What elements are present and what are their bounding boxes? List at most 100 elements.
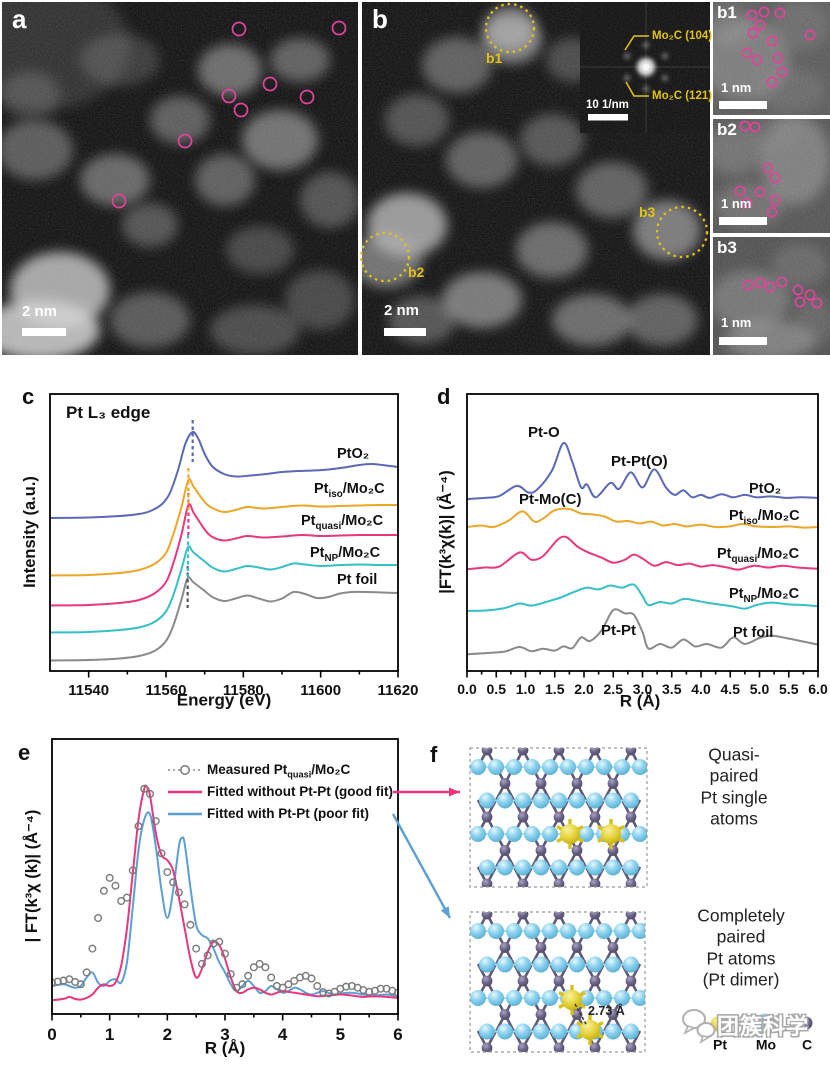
x-tick-label: 6 bbox=[393, 1025, 402, 1044]
pt-atom-marker bbox=[766, 76, 778, 88]
mo-atom bbox=[488, 893, 504, 909]
mo-atom bbox=[506, 923, 522, 939]
mo-atom bbox=[632, 923, 645, 939]
mo-atom bbox=[587, 792, 603, 809]
c-atom bbox=[553, 811, 565, 823]
mo-atom bbox=[497, 792, 513, 809]
scale-bar-b1 bbox=[719, 101, 767, 109]
c-atom bbox=[625, 912, 637, 920]
mo-atom bbox=[488, 826, 504, 842]
x-tick-label: 0.0 bbox=[457, 681, 477, 697]
series-curve bbox=[50, 503, 398, 607]
mo-atom bbox=[632, 893, 648, 909]
pt-atom-marker bbox=[299, 89, 315, 105]
pt-atom-marker bbox=[804, 289, 816, 301]
pt-atom-marker bbox=[776, 276, 788, 288]
mo-atom bbox=[578, 826, 594, 842]
x-tick-label: 2.5 bbox=[604, 681, 624, 697]
series-curve bbox=[50, 576, 398, 662]
series-curve bbox=[467, 608, 818, 656]
region-circle-b1 bbox=[484, 2, 536, 54]
mo-atom bbox=[533, 859, 549, 876]
c-atom bbox=[607, 942, 619, 953]
x-tick-label: 5.0 bbox=[750, 681, 770, 697]
mo-atom bbox=[614, 893, 630, 909]
x-tick-label: 0.5 bbox=[487, 681, 507, 697]
x-tick-label: 3 bbox=[220, 1025, 229, 1044]
c-atom bbox=[608, 912, 619, 923]
series-curve bbox=[50, 545, 398, 634]
measured-data-point bbox=[365, 987, 374, 996]
x-tick-label: 6.0 bbox=[808, 681, 828, 697]
c-atom bbox=[572, 912, 583, 923]
c-atom bbox=[589, 878, 601, 887]
region-circle-b3 bbox=[655, 205, 709, 259]
c-atom bbox=[535, 942, 547, 953]
measured-data-point bbox=[215, 937, 224, 946]
pt-atom-marker bbox=[331, 20, 347, 36]
x-tick-label: 11560 bbox=[146, 682, 187, 699]
x-tick-label: 3.0 bbox=[633, 681, 653, 697]
measured-data-point bbox=[151, 817, 160, 826]
x-tick-label: 1 bbox=[105, 1025, 114, 1044]
mo-atom bbox=[596, 923, 612, 939]
series-curve bbox=[467, 583, 818, 612]
pt-atom bbox=[562, 990, 582, 1010]
mo-atom bbox=[623, 859, 639, 876]
mo-atom bbox=[533, 956, 549, 973]
c-atom bbox=[481, 748, 493, 756]
inset-121-pointer-line bbox=[625, 81, 649, 97]
pt-pt-bond-measure bbox=[574, 1003, 588, 1027]
x-tick-label: 1.5 bbox=[545, 681, 565, 697]
mo-atom bbox=[632, 759, 647, 775]
mo-atom bbox=[560, 759, 576, 775]
mo-atom bbox=[524, 1057, 540, 1067]
c-atom bbox=[571, 942, 583, 953]
mo-atom bbox=[515, 1023, 531, 1040]
measured-data-point bbox=[284, 980, 293, 989]
measured-data-point bbox=[111, 881, 120, 890]
pt-atom-marker bbox=[734, 185, 746, 197]
c-atom bbox=[589, 748, 601, 756]
mo-atom bbox=[632, 990, 645, 1006]
mo-atom bbox=[542, 1057, 558, 1067]
c-atom bbox=[589, 811, 601, 823]
c-atom bbox=[535, 778, 547, 789]
charts-layer: 11540 11560 11580 11600 11620 0.0 0.5 1.0 1.5 2.0… bbox=[47, 393, 828, 1044]
c-atom bbox=[553, 912, 565, 920]
mo-atom bbox=[470, 1057, 486, 1067]
measured-data-point bbox=[313, 982, 322, 991]
measured-data-point bbox=[163, 868, 172, 877]
measured-data-point bbox=[76, 980, 85, 989]
scale-bar-a bbox=[22, 328, 66, 336]
pt-atom-marker bbox=[741, 197, 753, 209]
measured-data-point bbox=[146, 789, 155, 798]
pt-atom-marker bbox=[769, 194, 781, 206]
measured-data-point bbox=[180, 900, 189, 909]
c-atom bbox=[553, 1042, 565, 1052]
lattice-pt-dimer bbox=[470, 912, 645, 1067]
mo-atom bbox=[497, 1023, 513, 1040]
pt-atom-marker bbox=[231, 21, 247, 37]
measured-data-point bbox=[122, 893, 131, 902]
atom-legend-mo-sphere bbox=[755, 1013, 773, 1031]
mo-atom bbox=[551, 956, 567, 973]
mo-atom bbox=[578, 1057, 594, 1067]
c-atom bbox=[607, 845, 619, 856]
lattice-quasi-paired bbox=[470, 748, 648, 923]
scale-bar-b2 bbox=[719, 217, 767, 225]
measured-data-point bbox=[278, 983, 287, 992]
c-atom bbox=[625, 1042, 637, 1052]
x-tick-label: 3.5 bbox=[662, 681, 682, 697]
mo-atom bbox=[533, 792, 549, 809]
mo-atom bbox=[515, 859, 531, 876]
mo-atom bbox=[605, 792, 621, 809]
c-atom bbox=[499, 845, 511, 856]
pt-atom-marker bbox=[776, 66, 788, 78]
series-curve bbox=[467, 441, 818, 501]
chart-panel-c: 11540 11560 11580 11600 11620 bbox=[49, 393, 418, 699]
x-tick-label: 4.5 bbox=[721, 681, 741, 697]
c-atom bbox=[536, 912, 547, 923]
mo-atom bbox=[524, 826, 540, 842]
pt-atom-marker bbox=[804, 29, 816, 41]
